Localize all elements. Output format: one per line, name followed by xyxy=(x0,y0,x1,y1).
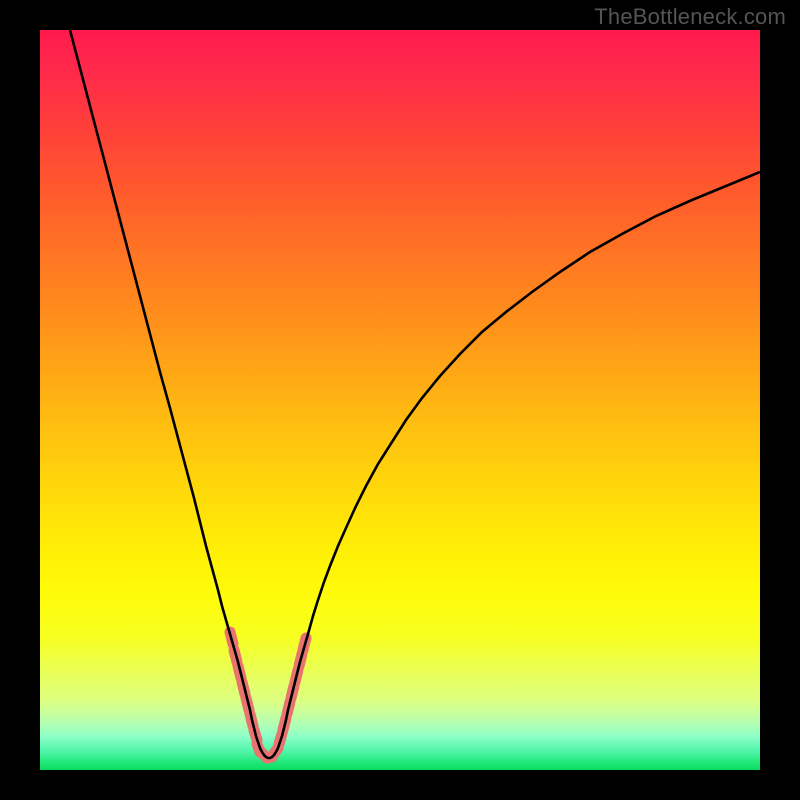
watermark-text: TheBottleneck.com xyxy=(594,4,786,30)
bottleneck-chart xyxy=(0,0,800,800)
chart-background xyxy=(40,30,760,770)
chart-stage: TheBottleneck.com xyxy=(0,0,800,800)
